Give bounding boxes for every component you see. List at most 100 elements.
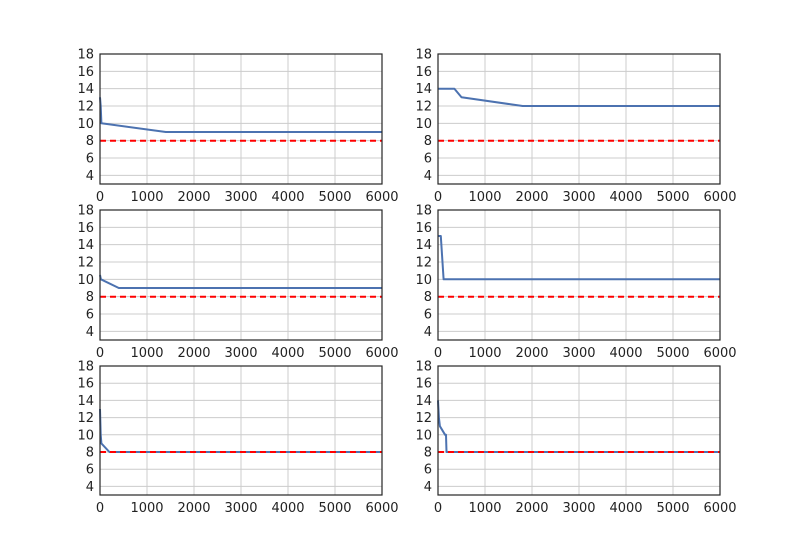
series-line: [438, 235, 720, 281]
x-tick-label: 2000: [177, 346, 210, 361]
y-tick-label: 10: [415, 117, 432, 132]
x-tick-label: 6000: [365, 190, 398, 205]
series-line: [438, 87, 720, 107]
axes-frame: [99, 53, 383, 185]
x-tick-label: 3000: [562, 501, 595, 516]
y-tick-label: 8: [86, 290, 94, 305]
x-tick-label: 4000: [609, 190, 642, 205]
y-tick-label: 18: [415, 360, 432, 375]
x-tick-label: 5000: [318, 501, 351, 516]
y-tick-label: 12: [415, 100, 432, 115]
x-tick-label: 5000: [656, 190, 689, 205]
axes-frame: [99, 365, 383, 496]
y-tick-label: 8: [86, 134, 94, 149]
x-tick-label: 5000: [656, 501, 689, 516]
x-tick-label: 3000: [562, 346, 595, 361]
x-tick-label: 6000: [703, 346, 736, 361]
y-tick-label: 4: [424, 325, 432, 340]
y-tick-label: 18: [415, 48, 432, 63]
subplot-5: 0 1000 2000 3000 4000 5000 6000 4 6 8 10 12 14 16 18: [77, 360, 398, 517]
x-tick-label: 1000: [468, 190, 501, 205]
x-tick-label: 2000: [177, 190, 210, 205]
y-tick-label: 4: [86, 169, 94, 184]
axes-frame: [437, 209, 721, 341]
x-tick-label: 3000: [224, 190, 257, 205]
y-tick-label: 8: [424, 290, 432, 305]
y-tick-label: 10: [77, 428, 94, 443]
y-tick-label: 12: [77, 411, 94, 426]
x-tick-label: 2000: [515, 501, 548, 516]
x-tick-label: 4000: [271, 190, 304, 205]
y-tick-label: 12: [415, 411, 432, 426]
x-tick-label: 1000: [468, 346, 501, 361]
subplot-6: 0 1000 2000 3000 4000 5000 6000 4 6 8 10 12 14 16 18: [415, 360, 736, 517]
x-tick-label: 5000: [318, 346, 351, 361]
subplot-1: 0 1000 2000 3000 4000 5000 6000 4 6 8 10 12 14 16 18: [77, 48, 398, 206]
x-tick-label: 6000: [365, 501, 398, 516]
y-tick-label: 10: [77, 117, 94, 132]
axes-frame: [99, 209, 383, 341]
y-tick-label: 16: [415, 65, 432, 80]
x-tick-label: 0: [96, 346, 104, 361]
subplot-3: 0 1000 2000 3000 4000 5000 6000 4 6 8 10 12 14 16 18: [77, 204, 398, 362]
y-tick-label: 16: [77, 221, 94, 236]
y-tick-label: 18: [77, 360, 94, 375]
y-tick-label: 18: [77, 48, 94, 63]
y-tick-label: 16: [77, 377, 94, 392]
y-tick-label: 14: [415, 238, 432, 253]
x-tick-label: 1000: [130, 346, 163, 361]
x-tick-label: 6000: [703, 190, 736, 205]
x-tick-label: 4000: [609, 346, 642, 361]
x-tick-label: 0: [434, 501, 442, 516]
y-tick-label: 12: [77, 100, 94, 115]
y-tick-label: 8: [424, 446, 432, 461]
y-tick-label: 18: [77, 204, 94, 219]
y-tick-label: 4: [86, 480, 94, 495]
axes-frame: [437, 53, 721, 185]
y-tick-label: 8: [86, 446, 94, 461]
y-tick-label: 16: [415, 221, 432, 236]
x-tick-label: 1000: [130, 501, 163, 516]
y-tick-label: 6: [86, 463, 94, 478]
subplot-2: 0 1000 2000 3000 4000 5000 6000 4 6 8 10 12 14 16 18: [415, 48, 736, 206]
x-tick-label: 3000: [562, 190, 595, 205]
x-tick-label: 2000: [515, 346, 548, 361]
x-tick-label: 5000: [656, 346, 689, 361]
y-tick-label: 18: [415, 204, 432, 219]
y-tick-label: 4: [86, 325, 94, 340]
x-tick-label: 0: [434, 346, 442, 361]
y-tick-label: 12: [77, 256, 94, 271]
y-tick-label: 6: [424, 463, 432, 478]
y-tick-label: 10: [415, 428, 432, 443]
y-tick-label: 12: [415, 256, 432, 271]
y-tick-label: 6: [424, 308, 432, 323]
y-tick-label: 14: [77, 82, 94, 97]
x-tick-label: 5000: [318, 190, 351, 205]
x-tick-label: 2000: [177, 501, 210, 516]
y-tick-label: 16: [77, 65, 94, 80]
x-tick-label: 0: [96, 190, 104, 205]
y-tick-label: 10: [415, 273, 432, 288]
x-tick-label: 2000: [515, 190, 548, 205]
y-tick-label: 6: [86, 152, 94, 167]
y-tick-label: 6: [424, 152, 432, 167]
x-tick-label: 0: [96, 501, 104, 516]
x-tick-label: 0: [434, 190, 442, 205]
y-tick-label: 8: [424, 134, 432, 149]
series-line: [437, 400, 720, 453]
x-tick-label: 1000: [468, 501, 501, 516]
x-tick-label: 4000: [271, 501, 304, 516]
x-tick-label: 4000: [609, 501, 642, 516]
subplot-4: 0 1000 2000 3000 4000 5000 6000 4 6 8 10 12 14 16 18: [415, 204, 736, 362]
y-tick-label: 4: [424, 169, 432, 184]
y-tick-label: 14: [415, 394, 432, 409]
x-tick-label: 4000: [271, 346, 304, 361]
y-tick-label: 10: [77, 273, 94, 288]
x-tick-label: 6000: [703, 501, 736, 516]
y-tick-label: 14: [415, 82, 432, 97]
y-tick-label: 14: [77, 238, 94, 253]
axes-frame: [437, 365, 721, 496]
y-tick-label: 16: [415, 377, 432, 392]
y-tick-label: 14: [77, 394, 94, 409]
